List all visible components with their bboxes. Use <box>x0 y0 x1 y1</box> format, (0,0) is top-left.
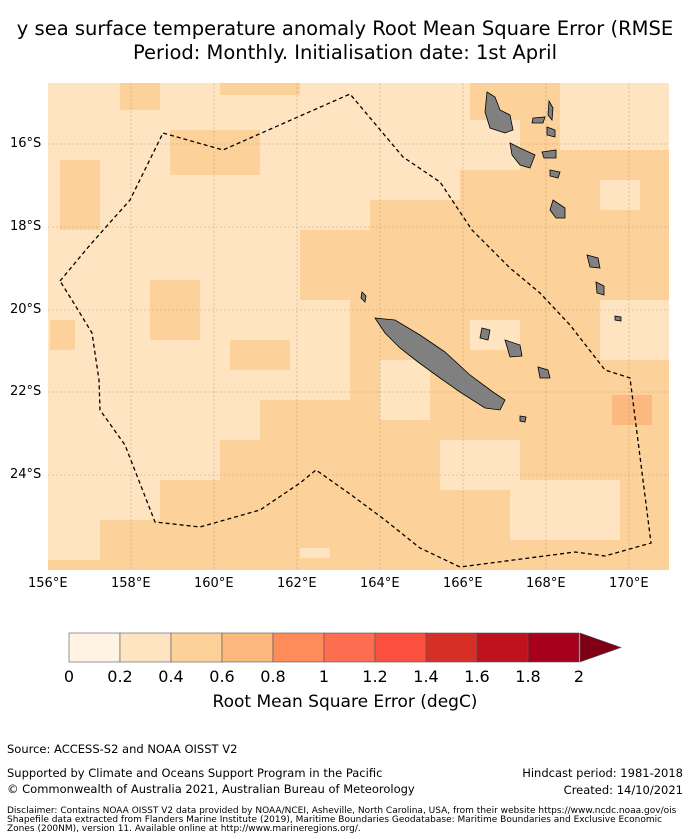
copyright-text: © Commonwealth of Australia 2021, Austra… <box>7 782 415 796</box>
colorbar-cell <box>425 632 478 663</box>
colorbar-cell <box>170 632 223 663</box>
lon-label-168: 168°E <box>526 576 566 591</box>
colorbar-tick-0.8: 0.8 <box>260 667 286 686</box>
pentecost-island <box>547 99 554 122</box>
ambrym-island <box>546 126 556 138</box>
colorbar-tick-0.2: 0.2 <box>107 667 133 686</box>
source-text: Source: ACCESS-S2 and NOAA OISST V2 <box>7 742 238 756</box>
colorbar-label: Root Mean Square Error (degC) <box>212 692 478 712</box>
disclaimer-line-1: Disclaimer: Contains NOAA OISST V2 data … <box>7 806 677 816</box>
lon-label-170: 170°E <box>609 576 649 591</box>
epi-island <box>541 149 557 159</box>
mare-island <box>537 366 551 379</box>
lat-label-20s: 20°S <box>10 302 42 317</box>
lon-label-166: 166°E <box>443 576 483 591</box>
isle-of-pines-island <box>519 415 527 423</box>
colorbar-tick-0.6: 0.6 <box>209 667 235 686</box>
erromango-island <box>586 254 601 269</box>
hindcast-period-text: Hindcast period: 1981-2018 <box>522 766 683 780</box>
colorbar-tick-0.4: 0.4 <box>158 667 184 686</box>
lon-label-164: 164°E <box>360 576 400 591</box>
colorbar <box>68 632 622 663</box>
colorbar-cell <box>323 632 376 663</box>
belep-islands <box>360 291 367 303</box>
support-text: Supported by Climate and Oceans Support … <box>7 766 383 780</box>
colorbar-tick-1.2: 1.2 <box>362 667 388 686</box>
lifou-island <box>504 339 523 358</box>
colorbar-cell <box>119 632 172 663</box>
land-masses <box>360 91 622 423</box>
colorbar-cell <box>68 632 121 663</box>
disclaimer-line-3: Zones (200NM), version 11. Available onl… <box>7 824 361 834</box>
efate-island <box>549 199 566 219</box>
tanna-island <box>595 281 605 296</box>
lon-label-160: 160°E <box>194 576 234 591</box>
colorbar-tick-1: 1 <box>318 667 330 686</box>
map-gridlines <box>48 83 669 570</box>
eez-boundary-line <box>59 93 652 568</box>
light-field-regions <box>48 83 669 560</box>
colorbar-extend-arrow <box>579 632 622 663</box>
ambae-island <box>531 116 546 124</box>
lon-label-158: 158°E <box>111 576 151 591</box>
disclaimer-line-2: Shapefile data extracted from Flanders M… <box>7 815 663 825</box>
colorbar-tick-0: 0 <box>63 667 75 686</box>
map-title-line-1: y sea surface temperature anomaly Root M… <box>16 17 674 40</box>
new-caledonia-island <box>374 317 506 411</box>
high-error-patch <box>612 395 652 425</box>
espiritu-santo-island <box>484 91 514 134</box>
lon-label-156: 156°E <box>28 576 68 591</box>
colorbar-tick-2: 2 <box>573 667 585 686</box>
lat-label-18s: 18°S <box>10 219 42 234</box>
map-title-line-2: Period: Monthly. Initialisation date: 1s… <box>132 41 558 64</box>
aneityum-island <box>614 315 622 322</box>
colorbar-cell <box>221 632 274 663</box>
colorbar-cell <box>476 632 529 663</box>
colorbar-tick-1.8: 1.8 <box>515 667 541 686</box>
shepherd-islands <box>549 169 561 179</box>
created-date-text: Created: 14/10/2021 <box>563 783 683 797</box>
malekula-island <box>509 142 536 169</box>
colorbar-tick-1.4: 1.4 <box>413 667 439 686</box>
lon-label-162: 162°E <box>277 576 317 591</box>
lat-label-22s: 22°S <box>10 384 42 399</box>
colorbar-cell <box>374 632 427 663</box>
colorbar-tick-1.6: 1.6 <box>464 667 490 686</box>
lat-label-24s: 24°S <box>10 467 42 482</box>
lat-label-16s: 16°S <box>10 136 42 151</box>
colorbar-cell <box>272 632 325 663</box>
colorbar-cell <box>527 632 580 663</box>
ouvea-island <box>479 327 491 341</box>
